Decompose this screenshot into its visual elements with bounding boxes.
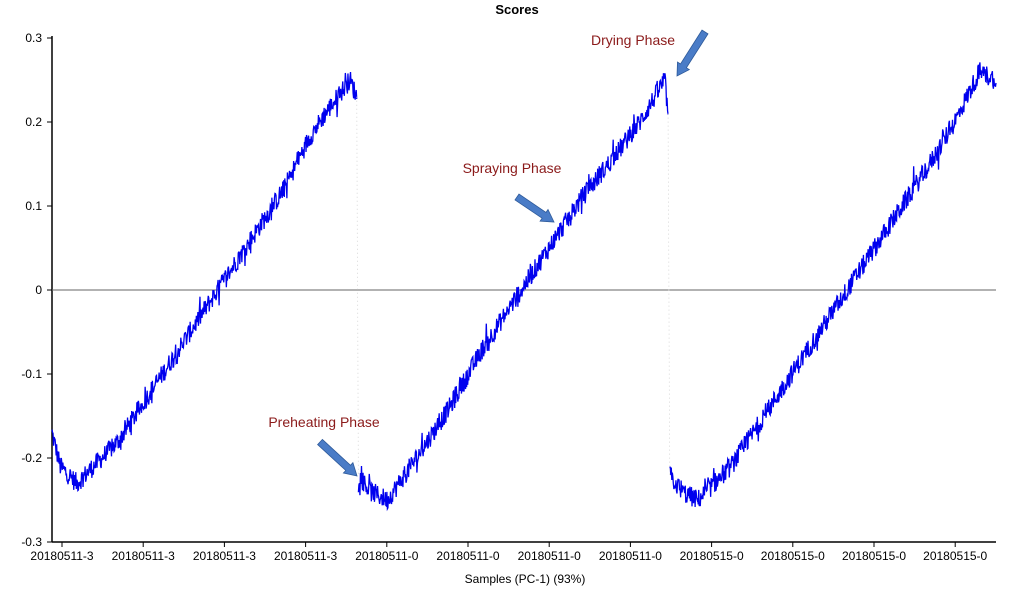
- annotation: Drying Phase: [591, 29, 709, 77]
- y-tick-label: -0.2: [21, 451, 42, 465]
- annotation-text: Drying Phase: [591, 32, 675, 48]
- annotation-arrow: [676, 29, 709, 77]
- annotations-group: Drying Phase Spraying Phase Preheating Pha…: [268, 29, 709, 477]
- annotation-text: Spraying Phase: [463, 160, 562, 176]
- x-axis-label: Samples (PC-1) (93%): [465, 572, 586, 586]
- x-tick-label: 20180511-3: [112, 549, 175, 563]
- y-tick-label: 0.1: [25, 199, 42, 213]
- annotation: Spraying Phase: [463, 160, 562, 223]
- annotation-arrow: [317, 438, 358, 477]
- x-tick-label: 20180515-0: [842, 549, 906, 563]
- chart-title: Scores: [495, 2, 538, 17]
- y-tick-label: -0.1: [21, 367, 42, 381]
- series-line-1: [51, 72, 358, 493]
- x-tick-label: 20180511-0: [355, 549, 418, 563]
- y-tick-label: 0.3: [25, 31, 42, 45]
- x-tick-label: 20180511-3: [274, 549, 337, 563]
- x-tick-label: 20180515-0: [680, 549, 744, 563]
- annotation-text: Preheating Phase: [268, 414, 380, 430]
- y-axis: 0.3 0.2 0.1 0 -0.1 -0.2 -0.3: [21, 31, 53, 549]
- x-axis: 20180511-3 20180511-3 20180511-3 20180511-3…: [30, 541, 996, 563]
- x-tick-label: 20180511-3: [30, 549, 93, 563]
- x-tick-label: 20180511-0: [436, 549, 499, 563]
- annotation: Preheating Phase: [268, 414, 380, 477]
- series-group: [51, 62, 997, 512]
- x-tick-label: 20180515-0: [761, 549, 825, 563]
- x-tick-label: 20180511-0: [518, 549, 581, 563]
- annotation-arrow: [514, 193, 555, 223]
- series-line-2: [357, 73, 669, 512]
- x-tick-label: 20180515-0: [923, 549, 987, 563]
- y-tick-label: 0.2: [25, 115, 42, 129]
- x-tick-label: 20180511-3: [193, 549, 256, 563]
- y-tick-label: -0.3: [21, 535, 42, 549]
- x-tick-label: 20180511-0: [599, 549, 662, 563]
- segment-connector: [667, 113, 671, 475]
- y-tick-label: 0: [35, 283, 42, 297]
- series-line-3: [669, 62, 997, 508]
